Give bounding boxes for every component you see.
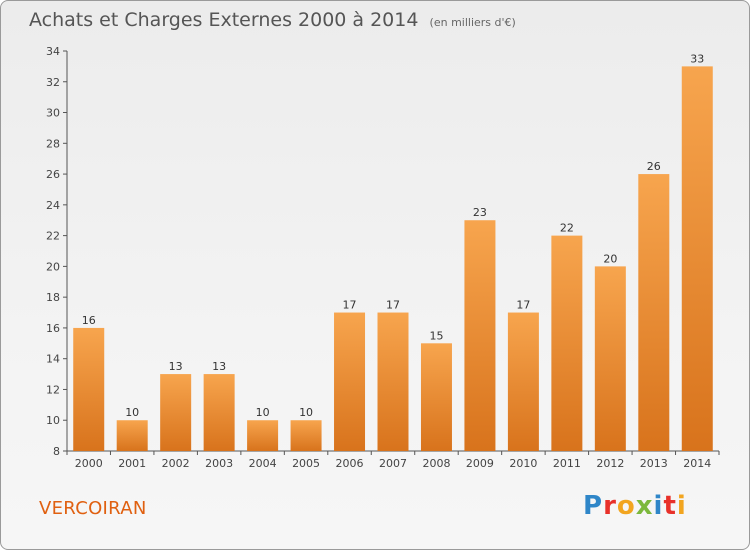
y-tick-label: 30 — [46, 107, 60, 120]
x-tick-label: 2005 — [292, 457, 320, 470]
x-tick-label: 2001 — [118, 457, 146, 470]
bar-2007 — [377, 312, 409, 451]
logo-letter: o — [616, 491, 636, 521]
x-tick-label: 2003 — [205, 457, 233, 470]
value-label: 16 — [82, 314, 96, 327]
logo-letter: i — [676, 491, 687, 521]
bar-2009 — [464, 220, 496, 451]
bar-2010 — [507, 312, 539, 451]
x-tick-label: 2004 — [249, 457, 277, 470]
value-label: 17 — [343, 299, 357, 312]
x-tick-label: 2014 — [683, 457, 711, 470]
value-label: 17 — [386, 299, 400, 312]
logo-letter: r — [603, 491, 617, 521]
y-tick-label: 14 — [46, 353, 60, 366]
bars — [73, 66, 713, 452]
bar-2001 — [116, 420, 148, 451]
x-tick-label: 2012 — [596, 457, 624, 470]
logo-letter: x — [635, 491, 654, 521]
y-tick-label: 12 — [46, 383, 60, 396]
value-label: 13 — [212, 360, 226, 373]
value-label: 33 — [690, 52, 704, 65]
value-label: 23 — [473, 206, 487, 219]
bar-2011 — [551, 235, 583, 451]
bar-2012 — [594, 266, 626, 451]
logo-letter: t — [663, 491, 677, 521]
x-tick-label: 2000 — [75, 457, 103, 470]
title-row: Achats et Charges Externes 2000 à 2014 (… — [29, 9, 516, 31]
y-tick-label: 32 — [46, 76, 60, 89]
y-tick-label: 8 — [53, 445, 60, 458]
commune-name: VERCOIRAN — [39, 498, 147, 519]
x-tick-label: 2010 — [509, 457, 537, 470]
x-tick-label: 2009 — [466, 457, 494, 470]
value-label: 20 — [603, 252, 617, 265]
bar-2004 — [247, 420, 279, 451]
x-tick-label: 2006 — [336, 457, 364, 470]
y-tick-label: 20 — [46, 260, 60, 273]
bar-2005 — [290, 420, 322, 451]
value-label: 10 — [125, 406, 139, 419]
bar-2003 — [203, 374, 235, 451]
x-tick-label: 2002 — [162, 457, 190, 470]
x-tick-label: 2007 — [379, 457, 407, 470]
value-label: 13 — [169, 360, 183, 373]
y-tick-label: 22 — [46, 230, 60, 243]
value-labels: 16 10 13 13 10 10 17 17 15 23 17 22 20 26 33 — [82, 52, 705, 419]
y-tick-label: 34 — [46, 45, 60, 58]
value-label: 22 — [560, 222, 574, 235]
logo-letter: i — [653, 491, 664, 521]
x-tick-label: 2013 — [640, 457, 668, 470]
bar-2013 — [638, 174, 670, 452]
value-label: 15 — [429, 329, 443, 342]
y-tick-label: 24 — [46, 199, 60, 212]
bar-2008 — [420, 343, 452, 451]
bar-2006 — [334, 312, 366, 451]
value-label: 26 — [647, 160, 661, 173]
bar-2002 — [160, 374, 192, 451]
value-label: 17 — [516, 299, 530, 312]
chart-title: Achats et Charges Externes 2000 à 2014 — [29, 9, 419, 31]
x-tick-label: 2011 — [553, 457, 581, 470]
value-label: 10 — [299, 406, 313, 419]
logo-letter: P — [583, 491, 604, 521]
chart-subtitle: (en milliers d'€) — [429, 16, 516, 29]
y-tick-label: 28 — [46, 137, 60, 150]
y-tick-label: 10 — [46, 414, 60, 427]
bar-2000 — [73, 327, 105, 451]
proxiti-logo: Proxiti — [583, 491, 687, 521]
x-tick-label: 2008 — [422, 457, 450, 470]
value-label: 10 — [256, 406, 270, 419]
y-tick-label: 26 — [46, 168, 60, 181]
bar-2014 — [681, 66, 713, 451]
y-tick-label: 16 — [46, 322, 60, 335]
y-tick-label: 18 — [46, 291, 60, 304]
